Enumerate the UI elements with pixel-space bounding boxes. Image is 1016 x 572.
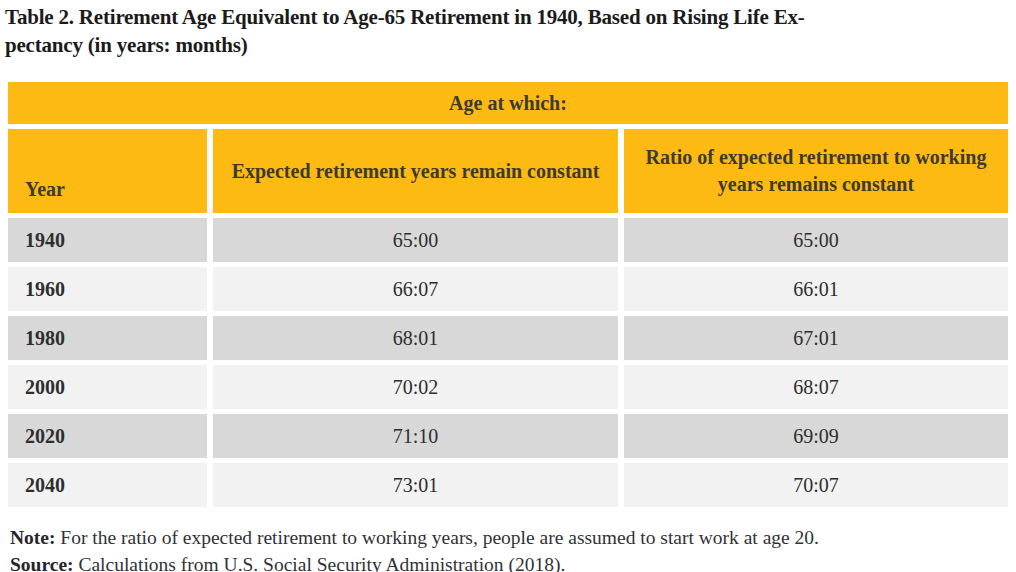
table-row: 2040 73:01 70:07: [8, 463, 1008, 507]
table-row: 1980 68:01 67:01: [8, 316, 1008, 360]
note-line: Note: For the ratio of expected retireme…: [10, 524, 1016, 551]
retirement-age-table: Age at which: Year Expected retirement y…: [2, 77, 1014, 512]
note-label: Note:: [10, 527, 55, 548]
expected-cell: 66:07: [213, 267, 618, 311]
expected-cell: 71:10: [213, 414, 618, 458]
year-cell: 2040: [8, 463, 207, 507]
page: Table 2. Retirement Age Equivalent to Ag…: [0, 4, 1016, 572]
span-header-cell: Age at which:: [8, 82, 1008, 124]
ratio-cell: 69:09: [624, 414, 1008, 458]
ratio-cell: 66:01: [624, 267, 1008, 311]
column-header-row: Year Expected retirement years remain co…: [8, 129, 1008, 213]
table-title-line1: Table 2. Retirement Age Equivalent to Ag…: [5, 5, 805, 29]
year-cell: 2020: [8, 414, 207, 458]
column-header-year: Year: [8, 129, 207, 213]
note-text: For the ratio of expected retirement to …: [55, 527, 819, 548]
table-row: 2020 71:10 69:09: [8, 414, 1008, 458]
source-text: Calculations from U.S. Social Security A…: [74, 554, 566, 572]
column-header-ratio: Ratio of expected retirement to working …: [624, 129, 1008, 213]
ratio-cell: 70:07: [624, 463, 1008, 507]
column-header-expected: Expected retirement years remain constan…: [213, 129, 618, 213]
table-row: 2000 70:02 68:07: [8, 365, 1008, 409]
table-title-line2: pectancy (in years: months): [5, 33, 248, 57]
year-cell: 1980: [8, 316, 207, 360]
table-title: Table 2. Retirement Age Equivalent to Ag…: [5, 4, 1010, 59]
source-label: Source:: [10, 554, 74, 572]
ratio-cell: 65:00: [624, 218, 1008, 262]
year-cell: 1940: [8, 218, 207, 262]
ratio-cell: 68:07: [624, 365, 1008, 409]
expected-cell: 70:02: [213, 365, 618, 409]
year-cell: 2000: [8, 365, 207, 409]
expected-cell: 68:01: [213, 316, 618, 360]
span-header-row: Age at which:: [8, 82, 1008, 124]
year-cell: 1960: [8, 267, 207, 311]
source-line: Source: Calculations from U.S. Social Se…: [10, 551, 1016, 572]
table-row: 1960 66:07 66:01: [8, 267, 1008, 311]
ratio-cell: 67:01: [624, 316, 1008, 360]
expected-cell: 65:00: [213, 218, 618, 262]
table-row: 1940 65:00 65:00: [8, 218, 1008, 262]
expected-cell: 73:01: [213, 463, 618, 507]
